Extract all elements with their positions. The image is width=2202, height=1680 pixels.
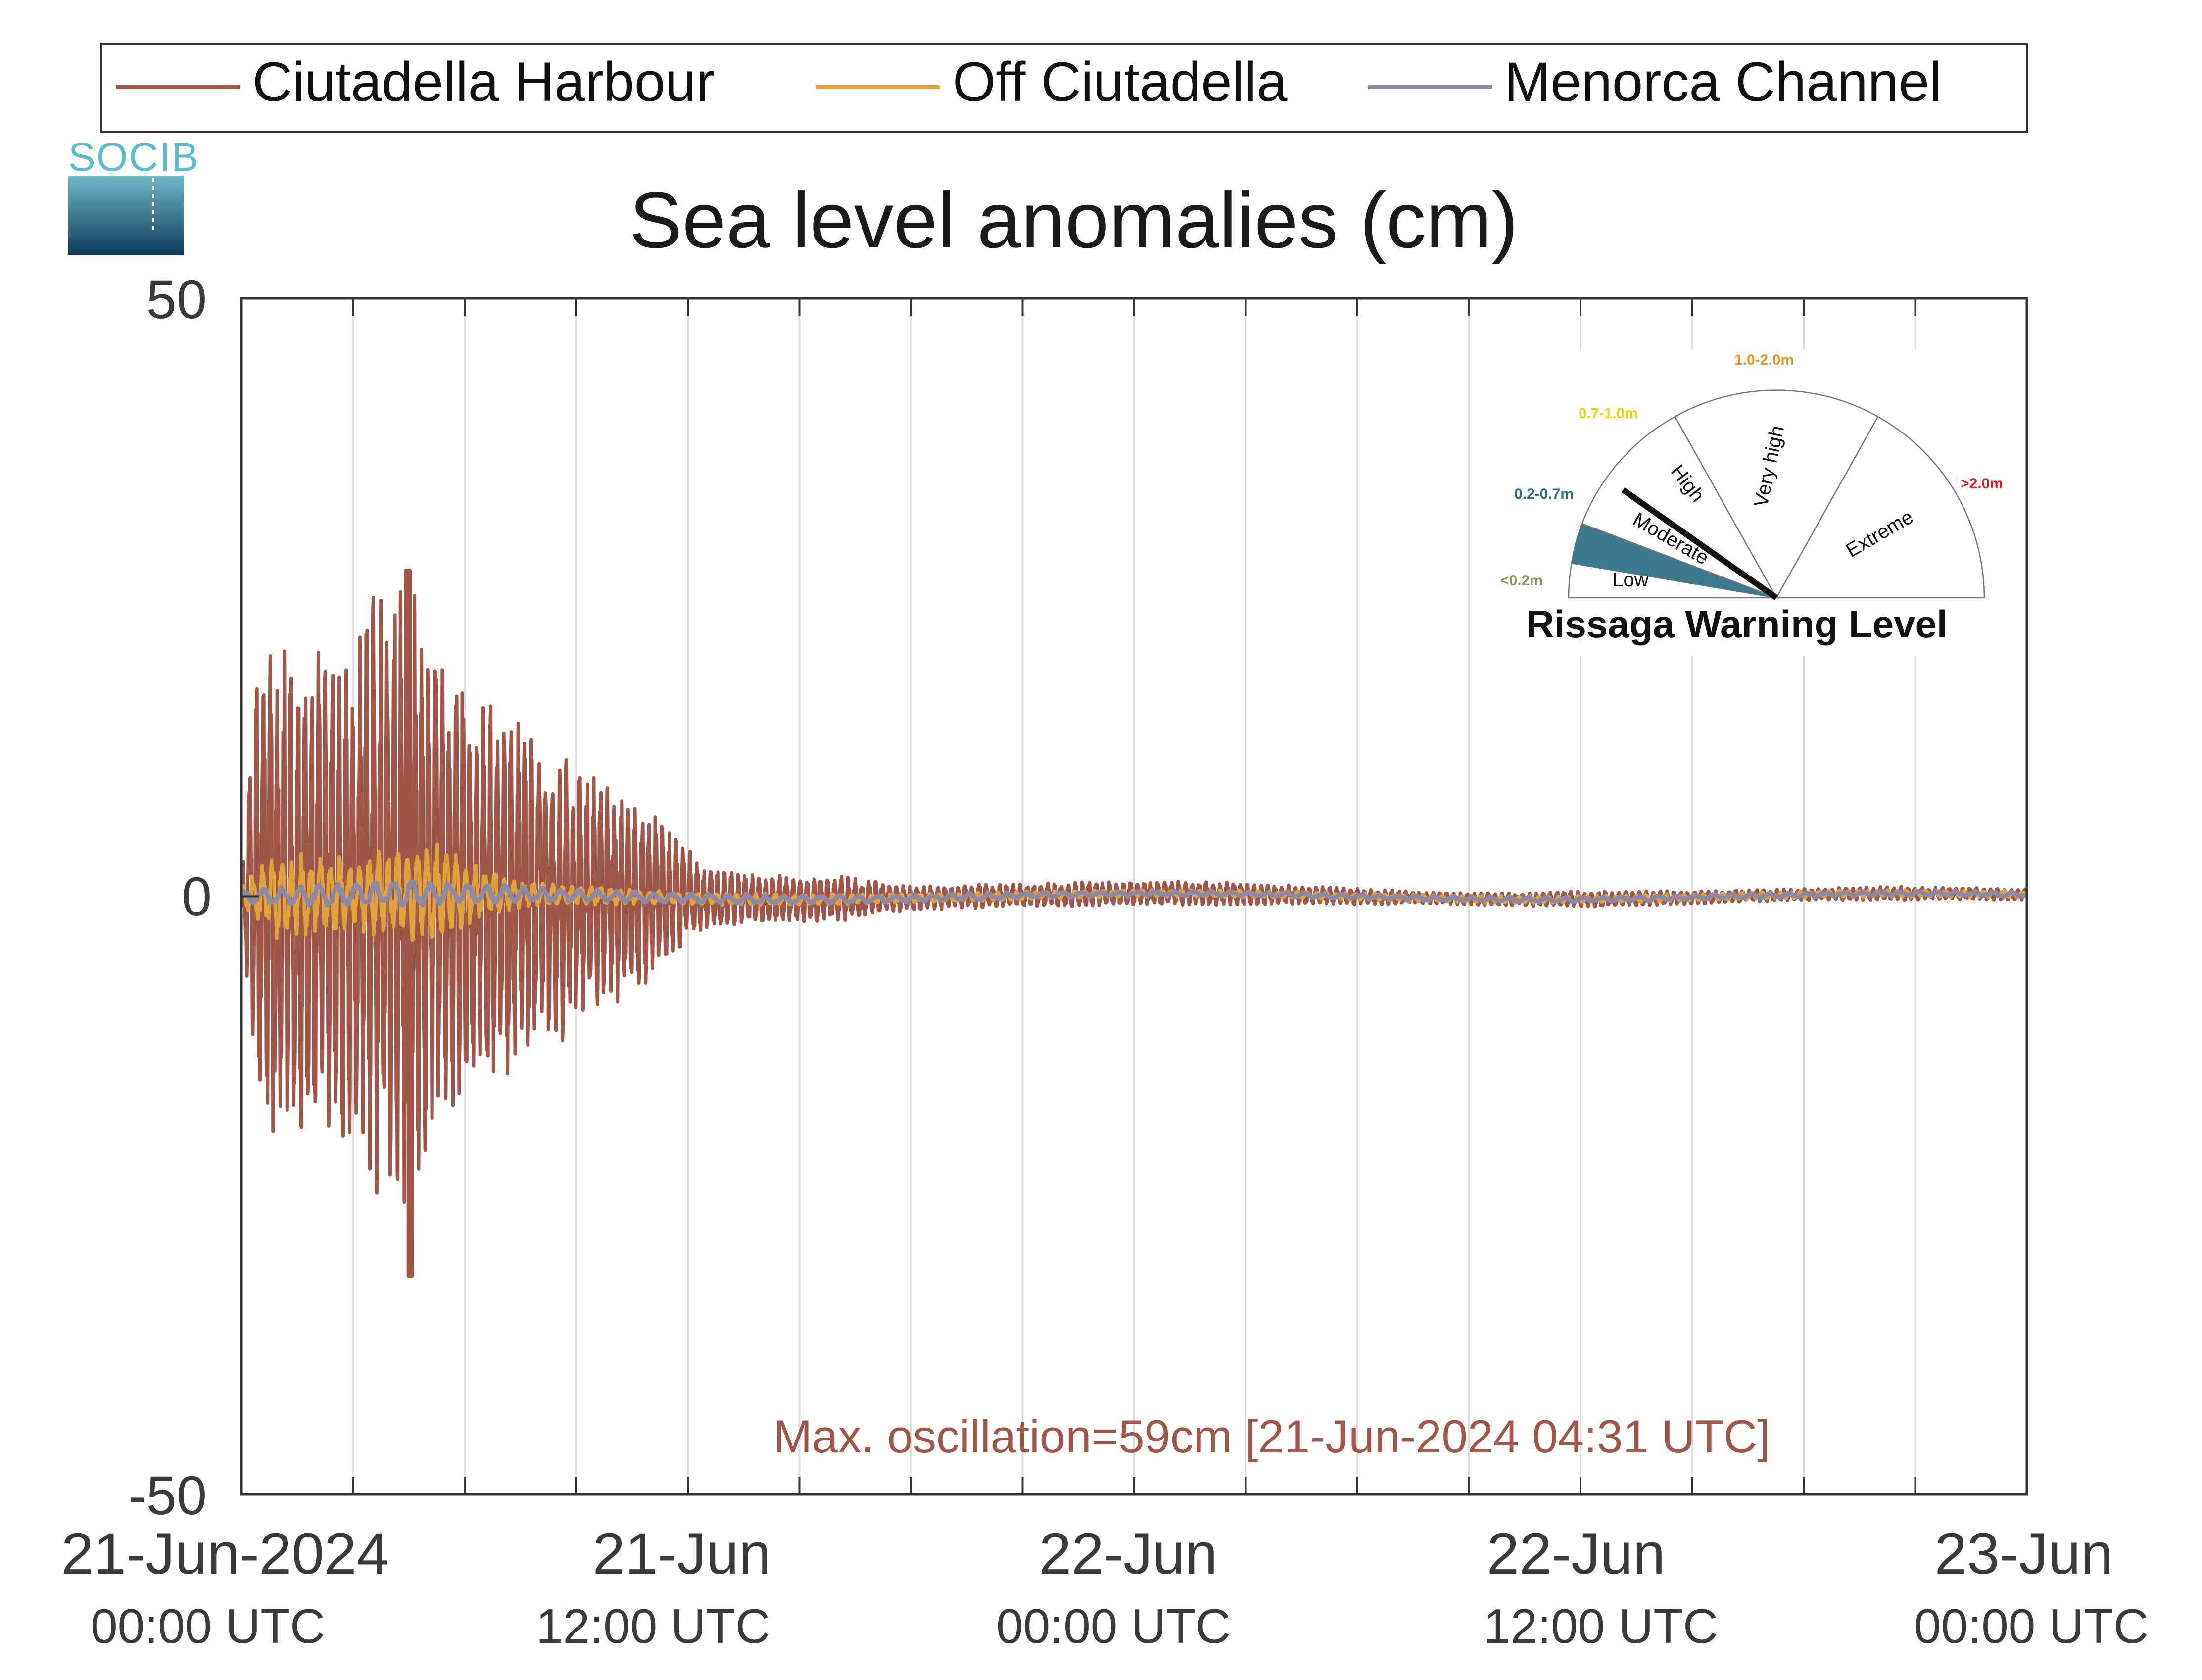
x-tick-time-4: 00:00 UTC <box>1914 1599 2149 1653</box>
x-tick-labels: 21-Jun-2024 00:00 UTC 21-Jun 12:00 UTC 2… <box>61 1521 2149 1653</box>
socib-logo: SOCIB <box>68 135 199 255</box>
x-tick-date-0: 21-Jun-2024 <box>61 1521 389 1586</box>
gauge-range-low: <0.2m <box>1500 573 1543 589</box>
rissaga-warning-gauge: Low Moderate High Very high Extreme <0.2… <box>1494 349 2019 656</box>
x-tick-time-1: 12:00 UTC <box>536 1599 770 1653</box>
x-tick-time-3: 12:00 UTC <box>1484 1599 1718 1653</box>
x-tick-date-1: 21-Jun <box>593 1521 771 1586</box>
x-tick-date-3: 22-Jun <box>1487 1521 1666 1586</box>
gauge-range-high: 0.7-1.0m <box>1579 405 1638 422</box>
series-line-ciutadella-harbour <box>241 569 2027 1278</box>
legend-label-ciutadella-harbour: Ciutadella Harbour <box>252 51 715 113</box>
gauge-sector-extreme <box>1775 416 1985 599</box>
chart-title: Sea level anomalies (cm) <box>629 176 1518 264</box>
legend-box <box>100 43 2028 133</box>
series-line-menorca-channel <box>241 879 2027 908</box>
x-tick-date-4: 23-Jun <box>1935 1521 2113 1586</box>
series-layer <box>241 569 2027 1278</box>
x-tick-time-0: 00:00 UTC <box>91 1599 325 1653</box>
gauge-sector-high <box>1581 416 1778 599</box>
legend: Ciutadella Harbour Off Ciutadella Menorc… <box>100 43 2028 133</box>
ticks <box>241 297 1916 1495</box>
gauge-range-very-high: 1.0-2.0m <box>1734 352 1794 368</box>
y-tick-label-50: 50 <box>146 269 207 330</box>
gauge-label-low: Low <box>1612 569 1648 591</box>
y-tick-label-minus50: -50 <box>128 1465 207 1526</box>
gauge-title: Rissaga Warning Level <box>1526 602 1947 646</box>
gauge-range-extreme: >2.0m <box>1961 476 2003 492</box>
y-tick-label-0: 0 <box>182 866 212 927</box>
legend-label-off-ciutadella: Off Ciutadella <box>953 51 1288 113</box>
gauge-needle <box>1621 487 1778 600</box>
socib-logo-mark <box>68 176 184 255</box>
max-oscillation-annotation: Max. oscillation=59cm [21-Jun-2024 04:31… <box>773 1410 1770 1462</box>
gauge-sector-very-high <box>1674 389 1879 599</box>
socib-logo-text: SOCIB <box>68 135 199 180</box>
x-tick-date-2: 22-Jun <box>1039 1521 1218 1586</box>
legend-label-menorca-channel: Menorca Channel <box>1504 51 1942 113</box>
gauge-range-moderate: 0.2-0.7m <box>1514 486 1574 502</box>
x-tick-time-2: 00:00 UTC <box>996 1599 1231 1653</box>
